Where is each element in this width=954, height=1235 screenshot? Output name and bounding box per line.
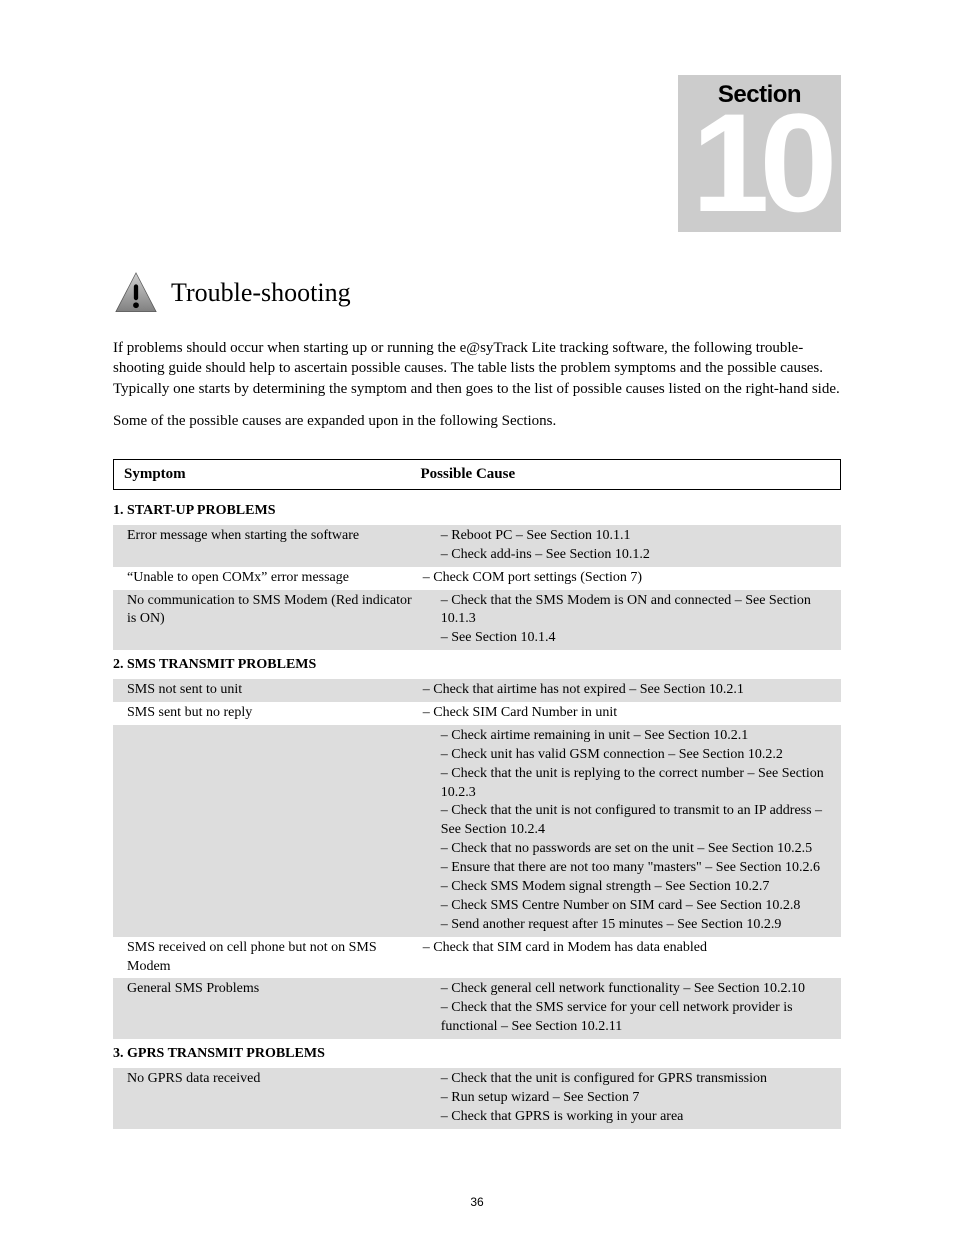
cause-cell: Check SIM Card Number in unit <box>419 702 841 725</box>
cause-item: Reboot PC – See Section 10.1.1 <box>441 527 841 546</box>
table-section-head: 1. START-UP PROBLEMS <box>113 500 841 525</box>
cause-cell: Reboot PC – See Section 10.1.1Check add-… <box>419 525 841 567</box>
cause-item: Check that the SMS Modem is ON and conne… <box>441 592 841 630</box>
page-number: 36 <box>0 1195 954 1209</box>
symptom-cell <box>113 725 419 729</box>
table-row: SMS received on cell phone but not on SM… <box>113 937 841 979</box>
cause-item: Check that SIM card in Modem has data en… <box>423 940 707 955</box>
cause-cell: Check that the unit is configured for GP… <box>419 1068 841 1129</box>
table-section-head: 2. SMS TRANSMIT PROBLEMS <box>113 654 841 679</box>
troubleshoot-table: Symptom Possible Cause 1. START-UP PROBL… <box>113 459 841 1129</box>
symptom-cell: No GPRS data received <box>113 1068 419 1091</box>
cause-item: Check that the unit is replying to the c… <box>441 765 841 803</box>
table-row: Error message when starting the software… <box>113 525 841 567</box>
table-row: Check airtime remaining in unit – See Se… <box>113 725 841 937</box>
section-badge: Section 10 <box>678 75 841 232</box>
cause-cell: Check airtime remaining in unit – See Se… <box>419 725 841 937</box>
cause-item: Check that no passwords are set on the u… <box>441 840 841 859</box>
cause-item: Check SIM Card Number in unit <box>423 705 617 720</box>
cause-item: Check SMS Modem signal strength – See Se… <box>441 878 841 897</box>
cause-item: Check airtime remaining in unit – See Se… <box>441 727 841 746</box>
table-row: SMS sent but no reply Check SIM Card Numb… <box>113 702 841 725</box>
cause-item: See Section 10.1.4 <box>441 629 841 648</box>
title-row: Trouble-shooting <box>113 270 841 316</box>
cause-cell: Check that the SMS Modem is ON and conne… <box>419 590 841 651</box>
cause-cell: Check general cell network functionality… <box>419 978 841 1039</box>
cause-item: Check unit has valid GSM connection – Se… <box>441 746 841 765</box>
cause-item: Check that airtime has not expired – See… <box>423 682 744 697</box>
cause-item: Ensure that there are not too many "mast… <box>441 859 841 878</box>
page-title: Trouble-shooting <box>171 278 351 308</box>
cause-item: Send another request after 15 minutes – … <box>441 916 841 935</box>
cause-item: Check that the unit is configured for GP… <box>441 1070 841 1089</box>
cause-item: Check that the SMS service for your cell… <box>441 999 841 1037</box>
section-number: 10 <box>678 103 841 222</box>
cause-item: Check that the unit is not configured to… <box>441 802 841 840</box>
header-symptom: Symptom <box>124 466 421 483</box>
header-cause: Possible Cause <box>421 466 830 483</box>
table-section-head: 3. GPRS TRANSMIT PROBLEMS <box>113 1043 841 1068</box>
table-body: 1. START-UP PROBLEMSError message when s… <box>113 500 841 1129</box>
table-header: Symptom Possible Cause <box>113 459 841 490</box>
cause-item: Check COM port settings (Section 7) <box>423 570 642 585</box>
cause-cell: Check that airtime has not expired – See… <box>419 679 841 702</box>
symptom-cell: SMS sent but no reply <box>113 702 419 725</box>
cause-item: Check SMS Centre Number on SIM card – Se… <box>441 897 841 916</box>
cause-cell: Check COM port settings (Section 7) <box>419 567 841 590</box>
symptom-cell: SMS received on cell phone but not on SM… <box>113 937 419 979</box>
symptom-cell: General SMS Problems <box>113 978 419 1001</box>
cause-item: Check add-ins – See Section 10.1.2 <box>441 546 841 565</box>
intro-paragraph-2: Some of the possible causes are expanded… <box>113 411 841 431</box>
symptom-cell: SMS not sent to unit <box>113 679 419 702</box>
cause-item: Check that GPRS is working in your area <box>441 1108 841 1127</box>
symptom-cell: “Unable to open COMx” error message <box>113 567 419 590</box>
table-row: General SMS Problems Check general cell n… <box>113 978 841 1039</box>
symptom-cell: Error message when starting the software <box>113 525 419 548</box>
table-row: No GPRS data received Check that the unit… <box>113 1068 841 1129</box>
table-row: “Unable to open COMx” error message Check… <box>113 567 841 590</box>
cause-cell: Check that SIM card in Modem has data en… <box>419 937 841 960</box>
table-row: SMS not sent to unit Check that airtime h… <box>113 679 841 702</box>
symptom-cell: No communication to SMS Modem (Red indic… <box>113 590 419 632</box>
intro-paragraph-1: If problems should occur when starting u… <box>113 338 841 399</box>
intro-text: If problems should occur when starting u… <box>113 338 841 431</box>
cause-item: Run setup wizard – See Section 7 <box>441 1089 841 1108</box>
table-row: No communication to SMS Modem (Red indic… <box>113 590 841 651</box>
warning-icon <box>113 270 159 316</box>
cause-item: Check general cell network functionality… <box>441 980 841 999</box>
